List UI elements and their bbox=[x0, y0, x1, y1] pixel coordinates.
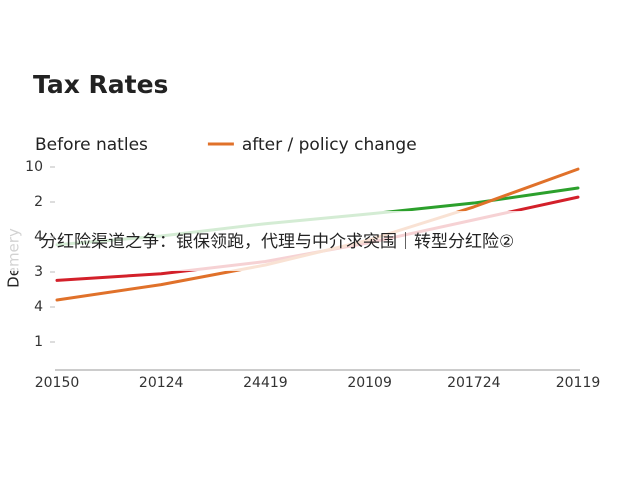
y-tick-label: 10 bbox=[25, 159, 43, 175]
overlay-banner bbox=[0, 211, 640, 271]
y-tick-label: 1 bbox=[34, 334, 43, 350]
x-tick-label: 20150 bbox=[35, 375, 80, 391]
y-tick-label: 4 bbox=[34, 299, 43, 315]
y-tick-label: 3 bbox=[34, 264, 43, 280]
legend-label: after / policy change bbox=[242, 135, 417, 155]
legend-label: Before natles bbox=[35, 135, 148, 155]
x-tick-label: 20119 bbox=[556, 375, 601, 391]
x-tick-label: 20124 bbox=[139, 375, 184, 391]
y-tick-label: 4 bbox=[34, 229, 43, 245]
y-tick-label: 2 bbox=[34, 194, 43, 210]
x-tick-label: 201724 bbox=[447, 375, 501, 391]
chart-title: Tax Rates bbox=[33, 70, 168, 99]
x-tick-label: 24419 bbox=[243, 375, 288, 391]
overlay-caption: 分红险渠道之争：银保领跑，代理与中介求突围｜转型分红险② bbox=[40, 232, 514, 252]
x-tick-label: 20109 bbox=[347, 375, 392, 391]
